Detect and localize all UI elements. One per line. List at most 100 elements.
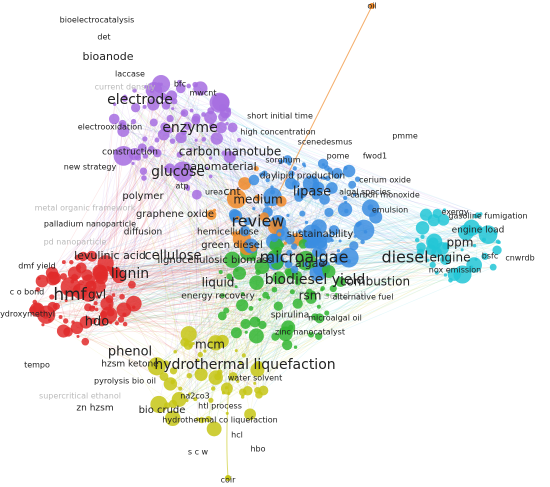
node [336,249,341,253]
node [226,273,233,280]
edge [60,286,237,318]
edge [195,117,251,415]
edge [189,191,273,376]
edge [34,294,266,303]
edge [289,163,323,179]
node [214,373,222,381]
node [236,379,240,383]
edge [261,174,312,185]
edge [328,213,438,239]
node-label: s c w [188,448,209,457]
edge [188,85,249,251]
node [238,177,251,190]
node-label: bfc [174,80,186,89]
node [240,395,245,399]
edge [95,168,180,304]
node [259,172,264,177]
node [163,360,169,367]
edge [162,96,268,224]
node [307,255,311,259]
node [142,153,149,159]
edge [95,256,277,304]
node [149,88,154,93]
node [335,276,346,287]
edge [226,222,307,389]
node [240,318,251,330]
edge [109,90,155,300]
node [147,145,155,153]
node [284,268,292,276]
edge [262,242,500,326]
node-label: mcm [195,338,225,352]
node [76,335,80,339]
node [63,290,68,294]
edge [65,265,313,293]
node [284,260,293,269]
edge [122,123,338,174]
node [131,161,135,165]
edge [194,194,198,400]
node [41,310,50,319]
edge [123,130,330,171]
node [194,367,208,381]
edge [190,149,268,205]
node [304,261,309,266]
node-label: coir [221,476,237,485]
edge [199,117,211,355]
edge [82,186,188,257]
edge [151,90,197,141]
edge [143,170,276,228]
node [86,250,98,262]
node [49,294,55,300]
node [297,229,302,234]
edge [321,177,475,246]
node-label: short initial time [247,112,313,121]
node [232,266,247,280]
node [343,166,348,170]
node-label: combustion [340,275,410,289]
edge [163,134,275,239]
node [208,156,213,160]
node [180,338,190,347]
edge [256,259,428,283]
node [292,270,303,281]
node [116,302,132,318]
node [416,248,425,256]
node [315,332,323,340]
node [250,255,257,261]
node-label: hzsm ketone [101,360,159,370]
edge [85,268,326,342]
node [122,321,128,327]
node [330,171,334,175]
node-label: polymer [122,191,164,202]
node [48,271,55,277]
edge [182,171,235,215]
edge [244,183,371,208]
node [48,318,52,322]
edge [51,232,467,274]
node-label: gvl [88,288,106,302]
edge [329,169,478,216]
edge [135,107,233,260]
edge [131,284,328,296]
node [164,95,171,102]
edge [258,247,422,396]
edge [236,350,241,364]
node [106,308,115,317]
node [311,219,327,235]
node [220,293,225,298]
edge [143,177,346,203]
node-label: metal organic framework [35,204,136,213]
node [334,292,339,298]
node [70,321,84,335]
node-label: hcl [231,431,243,440]
node [163,402,171,409]
node [473,214,478,219]
edge [87,201,346,308]
node [194,138,198,142]
edge [215,214,427,378]
edge [37,114,204,290]
node [248,174,260,186]
edge [345,167,472,268]
edge [132,163,243,295]
